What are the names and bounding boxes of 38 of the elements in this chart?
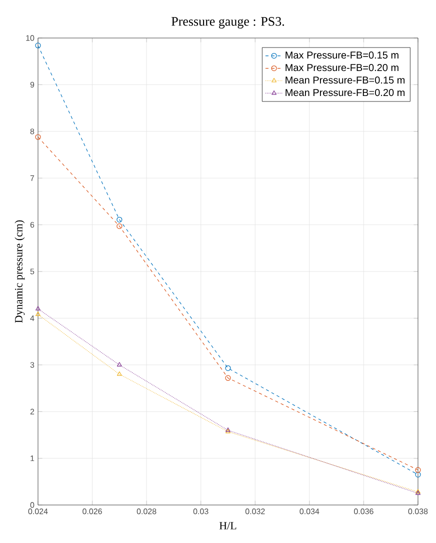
point [36, 306, 40, 310]
x-tick-label: 0.03 [193, 508, 208, 514]
x-axis-title: H/L [219, 522, 236, 530]
legend-label: Mean Pressure-FB=0.15 m [286, 76, 405, 84]
x-tick-label: 0.034 [300, 508, 320, 514]
point [35, 42, 41, 48]
y-tick-label: 7 [30, 175, 34, 181]
x-tick-label: 0.024 [28, 508, 48, 514]
point [35, 134, 41, 140]
legend-label: Max Pressure-FB=0.15 m [286, 52, 398, 59]
point [36, 312, 40, 316]
y-axis-title: Dynamic pressure (cm) [14, 220, 25, 323]
point [116, 362, 122, 366]
chart-title: Pressure gauge : PS3. [172, 17, 284, 28]
y-tick-label: 10 [26, 35, 34, 41]
y-tick-label: 3 [30, 362, 34, 368]
point [116, 223, 122, 229]
point [225, 365, 231, 371]
point [225, 375, 231, 381]
x-tick-label: 0.036 [354, 508, 374, 514]
x-tick-label: 0.032 [245, 508, 265, 514]
point [116, 216, 122, 222]
y-tick-label: 0 [30, 502, 34, 508]
y-tick-label: 1 [30, 456, 34, 462]
y-tick-label: 6 [30, 222, 34, 228]
y-tick-label: 2 [30, 408, 34, 414]
point [415, 472, 421, 478]
y-tick-label: 9 [30, 82, 34, 88]
legend-label: Max Pressure-FB=0.20 m [286, 64, 398, 72]
point [116, 371, 122, 376]
y-tick-label: 4 [30, 315, 34, 321]
x-tick-label: 0.026 [82, 508, 102, 514]
x-tick-label: 0.028 [136, 508, 156, 514]
y-tick-label: 8 [30, 128, 34, 134]
y-tick-label: 5 [30, 268, 34, 274]
x-tick-label: 0.038 [408, 508, 428, 514]
legend-label: Mean Pressure-FB=0.20 m [286, 88, 405, 96]
point [415, 467, 421, 473]
